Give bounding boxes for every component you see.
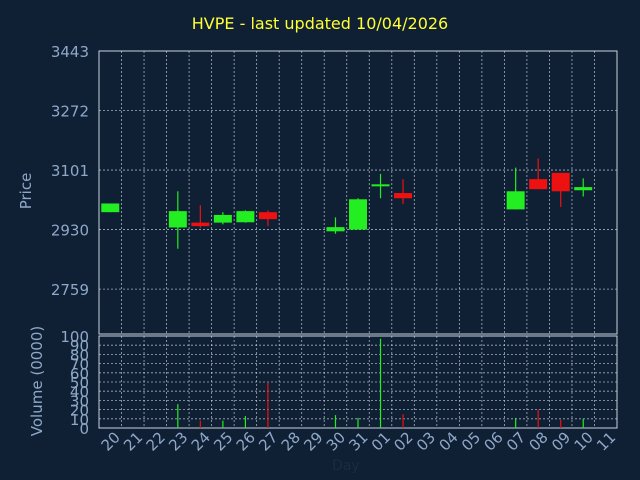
volume-tick-label: 70 [70,356,89,374]
chart-title: HVPE - last updated 10/04/2026 [191,14,449,33]
volume-tick-label: 80 [70,346,89,364]
x-tick-label: 11 [593,428,619,454]
x-axis-label: Day [332,458,360,474]
price-tick-label: 3443 [51,43,89,61]
volume-tick-label: 10 [70,411,89,429]
candle-body [394,193,413,199]
candle-body [349,199,367,230]
candle-body [574,187,593,191]
volume-tick-label: 60 [70,365,89,383]
volume-tick-label: 0 [79,420,89,438]
candle-body [101,203,120,213]
price-axis-label: Price [17,172,35,210]
candle-body [213,214,232,223]
candle-body [326,227,345,232]
volume-tick-label: 50 [70,374,89,392]
candle-body [371,184,390,187]
candle-body [236,211,255,223]
price-tick-label: 2930 [51,222,89,240]
price-tick-label: 2759 [51,281,89,299]
price-tick-label: 3272 [51,103,89,121]
volume-tick-label: 90 [70,337,89,355]
candle-body [506,191,525,210]
volume-tick-label: 40 [70,383,89,401]
volume-tick-label: 20 [70,402,89,420]
volume-axis-label: Volume (0000) [28,325,46,437]
candle-body [168,211,187,228]
price-plot-frame [98,50,618,335]
volume-tick-label: 100 [60,328,89,346]
candle-body [258,212,277,220]
candle-body [529,179,548,190]
volume-tick-label: 30 [70,392,89,410]
candle-body [551,172,570,192]
candle-body [191,222,210,227]
price-tick-label: 3101 [51,162,89,180]
